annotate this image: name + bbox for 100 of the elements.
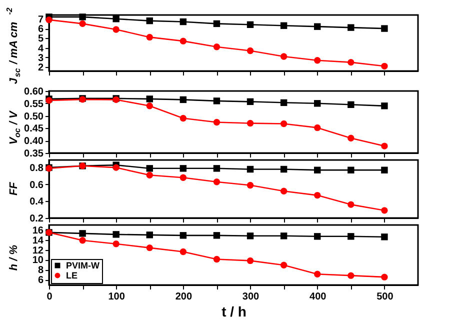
point (381, 166, 388, 174)
point (246, 120, 254, 127)
point (213, 232, 220, 239)
point (381, 207, 388, 214)
x-tick-label: 200 (175, 292, 192, 302)
y-tick-label: 14 (32, 235, 44, 246)
point (213, 98, 220, 104)
point (112, 26, 120, 33)
x-tick-label: 500 (376, 292, 394, 302)
y-tick-label: 0.8 (30, 163, 44, 174)
point (146, 102, 153, 110)
y-tick-label: 16 (32, 225, 44, 236)
x-axis-title: t / h (222, 304, 246, 320)
point (348, 24, 354, 31)
point (280, 166, 288, 173)
point (280, 22, 288, 29)
point (348, 272, 354, 279)
point (146, 232, 153, 238)
y-tick-label: 0.45 (24, 124, 44, 135)
y-tick-label: 8 (38, 265, 44, 276)
point (246, 182, 254, 189)
point (213, 44, 220, 50)
y-tick-label: 3 (38, 52, 44, 64)
point (246, 232, 254, 240)
point (314, 233, 321, 240)
point (213, 20, 220, 28)
point (381, 234, 388, 240)
point (79, 20, 86, 28)
point (246, 166, 254, 173)
point (314, 23, 321, 30)
point (348, 101, 354, 108)
point (348, 58, 354, 66)
point (381, 25, 388, 32)
point (280, 232, 288, 240)
point (246, 21, 254, 28)
point (314, 100, 321, 107)
point (180, 174, 187, 181)
y-tick-label: 6 (38, 275, 44, 286)
point (381, 62, 388, 70)
point (79, 14, 86, 20)
point (246, 47, 254, 54)
point (146, 244, 153, 252)
point (146, 17, 153, 24)
point (314, 192, 321, 199)
point (213, 118, 220, 126)
point (280, 262, 288, 269)
point (314, 270, 321, 278)
point (79, 237, 86, 244)
legend-label: PVIM-W (66, 260, 100, 270)
point (213, 178, 220, 186)
point (348, 166, 354, 174)
y-axis-title: Jsc / mA cm-2 (5, 7, 22, 84)
y-tick-label: 0.2 (30, 214, 44, 224)
point (246, 257, 254, 264)
y-tick-label: 0.6 (30, 180, 44, 191)
legend-label: LE (66, 270, 78, 280)
point (112, 16, 120, 22)
point (213, 256, 220, 263)
y-tick-label: 0.55 (24, 98, 44, 110)
point (381, 274, 388, 280)
x-tick-label: 400 (310, 292, 327, 302)
point (348, 201, 354, 208)
y-tick-label: 10 (32, 255, 44, 266)
y-tick-label: 2 (38, 62, 44, 74)
point (213, 165, 220, 172)
point (280, 120, 288, 128)
y-tick-label: 4 (38, 43, 44, 54)
y-tick-label: 0.60 (24, 86, 44, 98)
point (146, 172, 153, 178)
point (314, 166, 321, 174)
y-tick-label: 6 (38, 24, 44, 36)
point (381, 102, 388, 110)
point (180, 248, 187, 256)
point (180, 114, 187, 122)
x-tick-label: 0 (46, 292, 53, 302)
point (348, 233, 354, 240)
point (146, 96, 153, 102)
point (381, 142, 388, 150)
point (348, 134, 354, 142)
point (180, 232, 187, 239)
point (112, 231, 120, 238)
y-tick-label: 12 (32, 245, 44, 256)
x-tick-label: 100 (108, 292, 126, 302)
point (280, 53, 288, 60)
point (146, 34, 153, 41)
point (314, 57, 321, 64)
y-tick-label: 5 (38, 34, 44, 45)
point (112, 164, 120, 171)
point (280, 99, 288, 106)
y-tick-label: 0.4 (30, 196, 44, 208)
y-axis-title: Voc / V (8, 110, 22, 145)
point (180, 38, 187, 44)
point (180, 18, 187, 26)
point (246, 98, 254, 106)
y-axis-title: FF (8, 182, 20, 196)
y-axis-title: h / % (8, 244, 20, 271)
point (146, 165, 153, 172)
point (180, 165, 187, 172)
point (280, 188, 288, 194)
point (79, 230, 86, 237)
